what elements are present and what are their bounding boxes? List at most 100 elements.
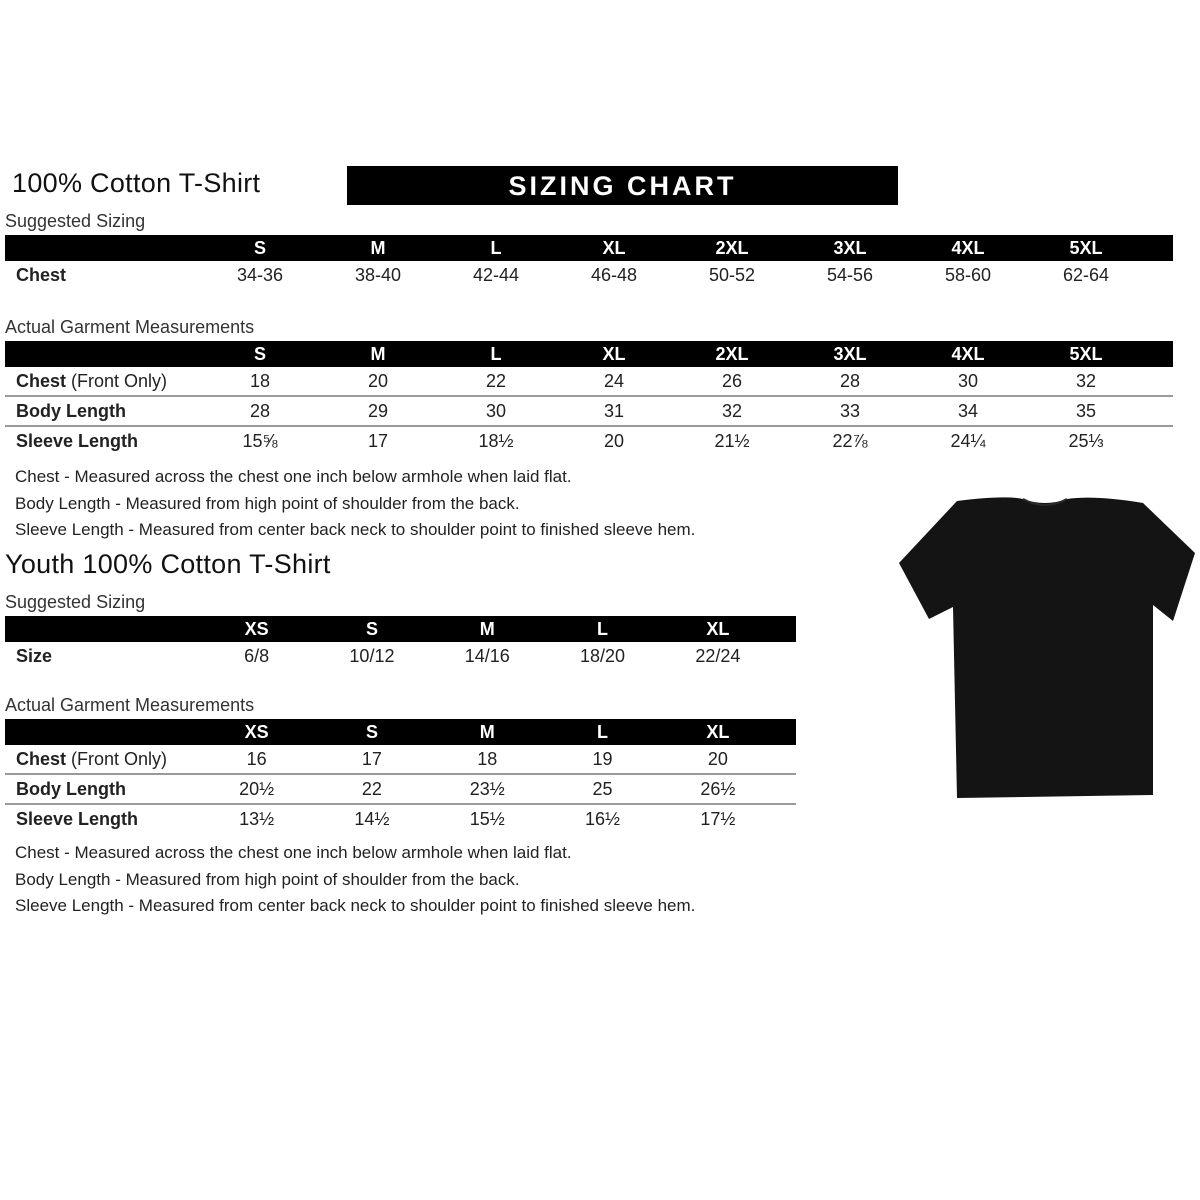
size-header-m: M: [479, 618, 495, 639]
table-row: Sleeve Length 13½ 14½ 15½ 16½ 17½: [5, 805, 796, 833]
size-header-row: XS S M L XL: [5, 616, 796, 642]
row-label: Size: [16, 645, 53, 666]
row-label-suffix: (Front Only): [66, 370, 168, 391]
adult-actual-label: Actual Garment Measurements: [5, 317, 255, 337]
table-cell: 18½: [478, 430, 514, 451]
size-header-row: S M L XL 2XL 3XL 4XL 5XL: [5, 341, 1173, 367]
table-cell: 14½: [354, 808, 390, 829]
size-header-l: L: [490, 343, 502, 364]
youth-suggested-table: XS S M L XL Size 6/8 10/12 14/16 18/20 22/24: [5, 616, 796, 670]
table-row: Chest (Front Only) 16 17 18 19 20: [5, 745, 796, 775]
size-header-xl: XL: [602, 343, 626, 364]
table-cell: 15½: [469, 808, 505, 829]
tshirt-image: [899, 497, 1195, 798]
table-row: Chest 34-36 38-40 42-44 46-48 50-52 54-56 58-60…: [5, 261, 1173, 289]
table-cell: 6/8: [244, 645, 270, 666]
table-cell: 13½: [239, 808, 275, 829]
note-line: Sleeve Length - Measured from center bac…: [15, 896, 696, 915]
table-cell: 34-36: [236, 264, 284, 285]
table-cell: 20: [707, 748, 728, 769]
size-header-5xl: 5XL: [1069, 237, 1103, 258]
youth-actual-table: XS S M L XL Chest (Front Only) 16 17 18 19 20 Body …: [5, 719, 796, 833]
table-cell: 34: [957, 400, 979, 421]
row-label: Chest (Front Only): [16, 370, 168, 391]
youth-actual-label: Actual Garment Measurements: [5, 695, 255, 715]
table-cell: 58-60: [944, 264, 992, 285]
adult-notes: Chest - Measured across the chest one in…: [15, 464, 695, 544]
note-line: Chest - Measured across the chest one in…: [15, 467, 572, 486]
table-row: Sleeve Length 15⅝ 17 18½ 20 21½ 22⅞ 24¼ 25⅓: [5, 427, 1173, 455]
size-header-xl: XL: [706, 721, 730, 742]
table-cell: 30: [957, 370, 979, 391]
size-header-5xl: 5XL: [1069, 343, 1103, 364]
table-cell: 31: [603, 400, 625, 421]
table-cell: 25: [592, 778, 613, 799]
table-cell: 15⅝: [242, 430, 278, 451]
size-header-s: S: [365, 618, 378, 639]
table-cell: 24: [603, 370, 625, 391]
table-cell: 21½: [714, 430, 750, 451]
size-header-s: S: [253, 343, 266, 364]
row-label: Chest: [16, 264, 67, 285]
table-cell: 20½: [239, 778, 275, 799]
size-header-xl: XL: [706, 618, 730, 639]
table-cell: 20: [367, 370, 389, 391]
adult-actual-table: S M L XL 2XL 3XL 4XL 5XL Chest (Front Only) 18 20 2…: [5, 341, 1173, 455]
row-label: Chest (Front Only): [16, 748, 168, 769]
table-cell: 10/12: [349, 645, 395, 666]
table-row: Body Length 28 29 30 31 32 33 34 35: [5, 397, 1173, 427]
table-cell: 16: [246, 748, 267, 769]
table-cell: 46-48: [590, 264, 638, 285]
youth-notes: Chest - Measured across the chest one in…: [15, 840, 695, 920]
note-line: Body Length - Measured from high point o…: [15, 869, 520, 889]
table-cell: 28: [249, 400, 271, 421]
row-label: Body Length: [16, 400, 126, 421]
note-line: Chest - Measured across the chest one in…: [15, 843, 572, 862]
size-header-xs: XS: [244, 618, 269, 639]
table-row: Chest (Front Only) 18 20 22 24 26 28 30 32: [5, 367, 1173, 397]
table-cell: 22: [485, 370, 507, 391]
adult-suggested-label: Suggested Sizing: [5, 211, 146, 231]
table-cell: 20: [603, 430, 625, 451]
table-cell: 26: [721, 370, 743, 391]
table-cell: 22/24: [695, 645, 741, 666]
table-cell: 28: [839, 370, 861, 391]
table-cell: 32: [1075, 370, 1097, 391]
size-header-l: L: [597, 618, 609, 639]
table-cell: 26½: [700, 778, 736, 799]
size-header-s: S: [365, 721, 378, 742]
table-cell: 50-52: [708, 264, 756, 285]
table-cell: 23½: [469, 778, 505, 799]
table-cell: 18: [249, 370, 271, 391]
table-row: Body Length 20½ 22 23½ 25 26½: [5, 775, 796, 805]
size-header-s: S: [253, 237, 266, 258]
note-line: Body Length - Measured from high point o…: [15, 493, 520, 513]
sizing-chart-banner: SIZING CHART: [347, 166, 898, 205]
table-row: Size 6/8 10/12 14/16 18/20 22/24: [5, 642, 796, 670]
youth-suggested-label: Suggested Sizing: [5, 592, 146, 612]
table-cell: 17½: [700, 808, 736, 829]
table-cell: 29: [367, 400, 389, 421]
adult-suggested-table: S M L XL 2XL 3XL 4XL 5XL Chest 34-36 38-40 42-44 46-…: [5, 235, 1173, 289]
table-cell: 22⅞: [832, 430, 868, 451]
size-header-m: M: [479, 721, 495, 742]
size-header-3xl: 3XL: [833, 237, 867, 258]
size-header-2xl: 2XL: [715, 237, 749, 258]
table-cell: 33: [839, 400, 861, 421]
table-cell: 22: [361, 778, 382, 799]
row-label: Sleeve Length: [16, 808, 139, 829]
table-cell: 30: [485, 400, 507, 421]
row-label-suffix: (Front Only): [66, 748, 168, 769]
size-header-row: XS S M L XL: [5, 719, 796, 745]
table-cell: 38-40: [354, 264, 402, 285]
table-cell: 19: [592, 748, 613, 769]
table-cell: 16½: [585, 808, 621, 829]
table-cell: 24¼: [950, 430, 986, 451]
table-cell: 62-64: [1062, 264, 1110, 285]
size-header-l: L: [490, 237, 502, 258]
size-header-xl: XL: [602, 237, 626, 258]
adult-title: 100% Cotton T-Shirt: [12, 168, 261, 198]
table-cell: 54-56: [826, 264, 874, 285]
table-cell: 32: [721, 400, 743, 421]
